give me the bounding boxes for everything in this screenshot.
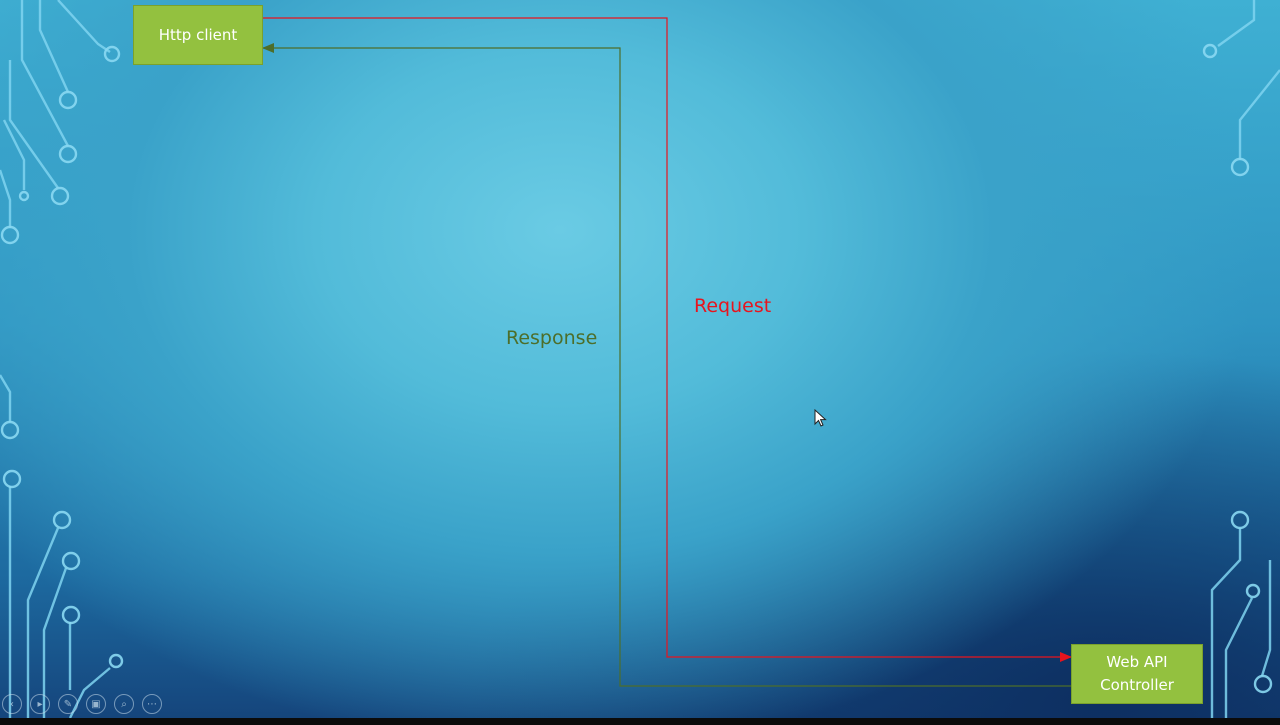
pen-icon: ✎ — [63, 698, 73, 710]
circuit-trace — [0, 169, 12, 228]
circuit-trace — [8, 60, 59, 189]
circuit-trace — [38, 0, 70, 93]
http-client-node[interactable]: Http client — [133, 5, 263, 65]
next-slide-button[interactable]: ▸ — [30, 694, 50, 714]
circuit-trace — [26, 527, 60, 718]
circuit-trace — [1210, 528, 1242, 718]
slideshow-toolbar: ‹ ▸ ✎ ▣ ⌕ ⋯ — [2, 694, 162, 718]
circuit-trace — [2, 119, 26, 190]
circuit-trace — [0, 374, 12, 422]
circuit-trace — [1238, 69, 1280, 160]
circuit-trace — [20, 0, 70, 147]
zoom-button[interactable]: ⌕ — [114, 694, 134, 714]
response-label: Response — [506, 327, 598, 349]
pen-tool-button[interactable]: ✎ — [58, 694, 78, 714]
see-all-slides-button[interactable]: ▣ — [86, 694, 106, 714]
request-connector — [263, 17, 1072, 662]
mouse-pointer-icon — [814, 409, 827, 427]
web-api-controller-node[interactable]: Web API Controller — [1071, 644, 1203, 704]
slides-icon: ▣ — [91, 698, 101, 710]
play-icon: ▸ — [37, 698, 43, 710]
circuit-trace — [1260, 560, 1272, 677]
circuit-trace — [1217, 0, 1256, 47]
chevron-left-icon: ‹ — [10, 698, 14, 710]
response-connector — [262, 43, 1071, 687]
magnifier-icon: ⌕ — [121, 698, 127, 710]
circuit-trace — [42, 567, 68, 718]
circuit-trace — [1224, 597, 1254, 718]
previous-slide-button[interactable]: ‹ — [2, 694, 22, 714]
more-options-button[interactable]: ⋯ — [142, 694, 162, 714]
request-label: Request — [694, 295, 772, 317]
bottom-bar — [0, 718, 1280, 725]
ellipsis-icon: ⋯ — [147, 698, 157, 710]
